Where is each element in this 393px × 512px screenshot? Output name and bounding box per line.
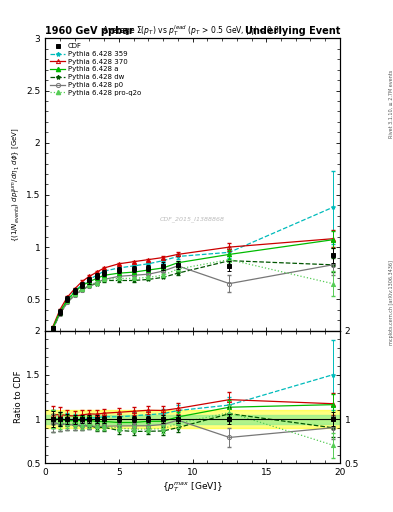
X-axis label: $\{p_T^{max}\ [\mathrm{GeV}]\}$: $\{p_T^{max}\ [\mathrm{GeV}]\}$ [162, 480, 223, 494]
Title: Average $\Sigma(p_T)$ vs $p_T^{lead}$ ($p_T$ > 0.5 GeV, $|\eta|$ < 0.8): Average $\Sigma(p_T)$ vs $p_T^{lead}$ ($… [102, 24, 283, 38]
Text: CDF_2015_I1388868: CDF_2015_I1388868 [160, 217, 225, 222]
Y-axis label: $\{(1/N_{events})\ dp_T^{sum}/d\eta_1\ d\phi\}\ [\mathrm{GeV}]$: $\{(1/N_{events})\ dp_T^{sum}/d\eta_1\ d… [11, 127, 23, 242]
Legend: CDF, Pythia 6.428 359, Pythia 6.428 370, Pythia 6.428 a, Pythia 6.428 dw, Pythia: CDF, Pythia 6.428 359, Pythia 6.428 370,… [49, 42, 143, 97]
Text: mcplots.cern.ch [arXiv:1306.3436]: mcplots.cern.ch [arXiv:1306.3436] [389, 260, 393, 345]
Bar [45, 410, 340, 428]
Text: Rivet 3.1.10, ≥ 2.7M events: Rivet 3.1.10, ≥ 2.7M events [389, 70, 393, 138]
Text: Underlying Event: Underlying Event [244, 26, 340, 36]
Y-axis label: Ratio to CDF: Ratio to CDF [14, 371, 23, 423]
Bar [45, 415, 340, 423]
Text: 1960 GeV ppbar: 1960 GeV ppbar [45, 26, 134, 36]
